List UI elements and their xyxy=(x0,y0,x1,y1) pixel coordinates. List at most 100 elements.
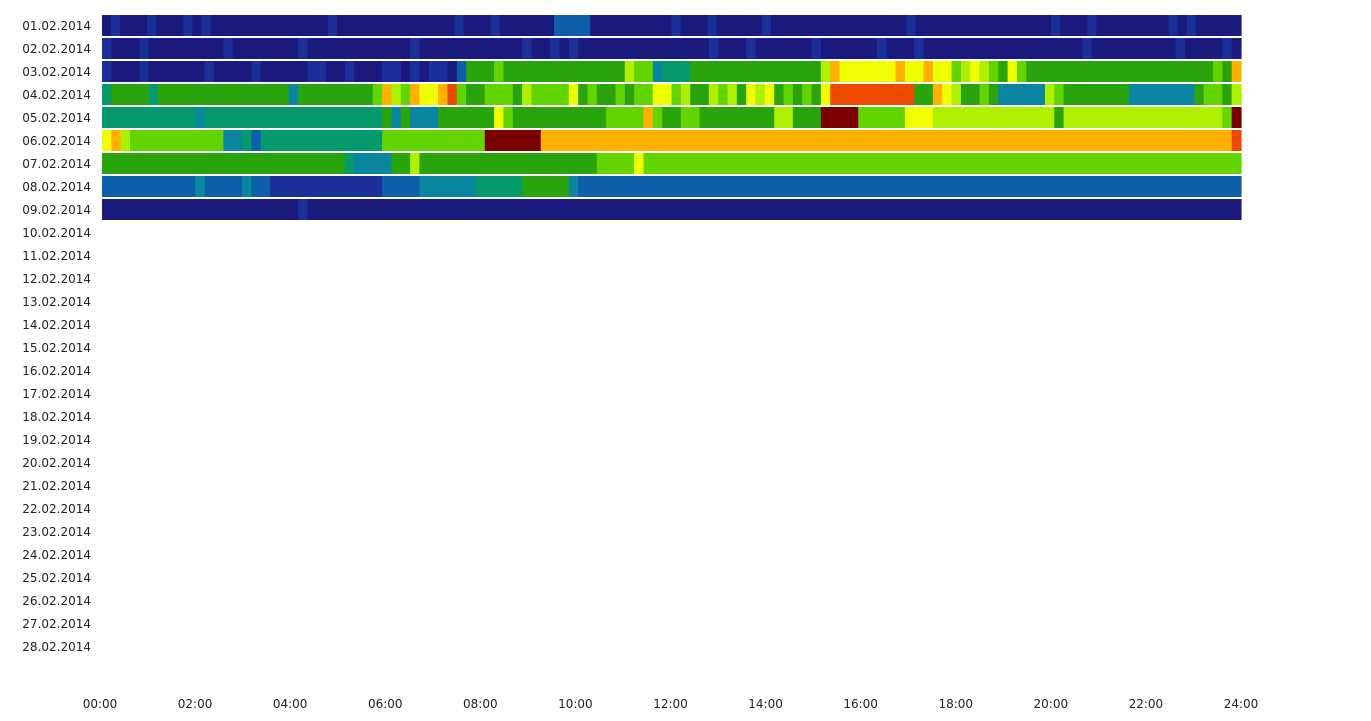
heatmap-cell xyxy=(550,176,561,197)
heatmap-cell xyxy=(960,176,971,197)
heatmap-cell xyxy=(210,15,221,36)
heatmap-cell xyxy=(979,176,990,197)
heatmap-cell xyxy=(615,61,626,82)
heatmap-cell xyxy=(1091,61,1102,82)
heatmap-cell xyxy=(904,61,915,82)
heatmap-cell xyxy=(1184,153,1195,174)
heatmap-cell xyxy=(242,130,252,151)
heatmap-cell xyxy=(335,130,346,151)
heatmap-cell xyxy=(1119,199,1130,220)
heatmap-cell xyxy=(382,84,393,105)
heatmap-cell xyxy=(298,130,308,151)
heatmap-cell xyxy=(346,15,356,36)
heatmap-cell xyxy=(1212,107,1223,128)
heatmap-cell xyxy=(634,130,645,151)
heatmap-cell xyxy=(391,38,402,59)
heatmap-cell xyxy=(578,176,589,197)
heatmap-cell xyxy=(792,61,803,82)
heatmap-cell xyxy=(176,61,187,82)
heatmap-cell xyxy=(662,107,673,128)
heatmap-cell xyxy=(951,153,962,174)
heatmap-cell xyxy=(1119,176,1130,197)
heatmap-cell xyxy=(1110,199,1121,220)
heatmap-cell xyxy=(382,107,393,128)
heatmap-cell xyxy=(802,176,813,197)
heatmap-cell xyxy=(1166,84,1177,105)
heatmap-cell xyxy=(111,84,122,105)
heatmap-cell xyxy=(662,15,673,36)
heatmap-cell xyxy=(475,176,486,197)
heatmap-cell xyxy=(802,199,813,220)
heatmap-cell xyxy=(344,130,355,151)
heatmap-cell xyxy=(102,84,112,105)
heatmap-cell xyxy=(680,15,691,36)
heatmap-cell xyxy=(839,107,850,128)
heatmap-cell xyxy=(400,84,411,105)
heatmap-cell xyxy=(789,15,799,36)
heatmap-cell xyxy=(998,84,1009,105)
heatmap-cell xyxy=(419,199,430,220)
heatmap-cell xyxy=(914,130,925,151)
heatmap-cell xyxy=(201,15,212,36)
heatmap-cell xyxy=(204,199,215,220)
heatmap-cell xyxy=(1128,130,1139,151)
heatmap-cell xyxy=(167,107,178,128)
heatmap-cell xyxy=(680,176,691,197)
heatmap-cell xyxy=(270,61,280,82)
heatmap-cell xyxy=(1231,15,1242,36)
heatmap-cell xyxy=(839,84,850,105)
heatmap-cell xyxy=(1035,199,1046,220)
heatmap-cell xyxy=(232,130,243,151)
heatmap-cell xyxy=(662,84,673,105)
heatmap-cell xyxy=(445,15,456,36)
heatmap-cell xyxy=(522,84,533,105)
heatmap-cell xyxy=(148,199,159,220)
heatmap-cell xyxy=(690,176,701,197)
heatmap-cell xyxy=(727,199,738,220)
heatmap-cell xyxy=(484,84,495,105)
heatmap-cell xyxy=(596,130,607,151)
heatmap-cell xyxy=(438,153,449,174)
heatmap-cell xyxy=(279,61,290,82)
heatmap-cell xyxy=(316,153,327,174)
x-tick-label: 18:00 xyxy=(938,697,973,711)
heatmap-cell xyxy=(716,15,727,36)
heatmap-cell xyxy=(270,176,280,197)
heatmap-cell xyxy=(139,84,150,105)
heatmap-cell xyxy=(456,130,467,151)
heatmap-cell xyxy=(158,176,168,197)
heatmap-cell xyxy=(568,199,579,220)
heatmap-cell xyxy=(867,61,878,82)
heatmap-cell xyxy=(363,61,374,82)
heatmap-cell xyxy=(344,61,355,82)
heatmap-cell xyxy=(1110,84,1121,105)
heatmap-cell xyxy=(708,176,719,197)
heatmap-cell xyxy=(578,199,589,220)
heatmap-cell xyxy=(419,61,430,82)
heatmap-cell xyxy=(355,15,365,36)
heatmap-cell xyxy=(727,130,738,151)
heatmap-cell xyxy=(1082,153,1093,174)
row-label: 15.02.2014 xyxy=(22,341,91,355)
heatmap-cell xyxy=(475,38,486,59)
heatmap-cell xyxy=(418,15,429,36)
heatmap-cell xyxy=(494,176,505,197)
row-label: 20.02.2014 xyxy=(22,456,91,470)
heatmap-cell xyxy=(427,15,438,36)
heatmap-cell xyxy=(214,176,224,197)
heatmap-cell xyxy=(316,61,327,82)
heatmap-cell xyxy=(1051,15,1061,36)
heatmap-cell xyxy=(699,130,710,151)
heatmap-cell xyxy=(307,38,318,59)
heatmap-cell xyxy=(438,199,449,220)
heatmap-cell xyxy=(708,38,719,59)
row-label: 25.02.2014 xyxy=(22,571,91,585)
heatmap-cell xyxy=(335,176,346,197)
heatmap-cell xyxy=(503,130,514,151)
heatmap-cell xyxy=(998,176,1009,197)
heatmap-cell xyxy=(746,199,757,220)
heatmap-cell xyxy=(1203,84,1214,105)
heatmap-cell xyxy=(1119,61,1130,82)
heatmap-cell xyxy=(120,153,131,174)
x-tick-label: 16:00 xyxy=(843,697,878,711)
